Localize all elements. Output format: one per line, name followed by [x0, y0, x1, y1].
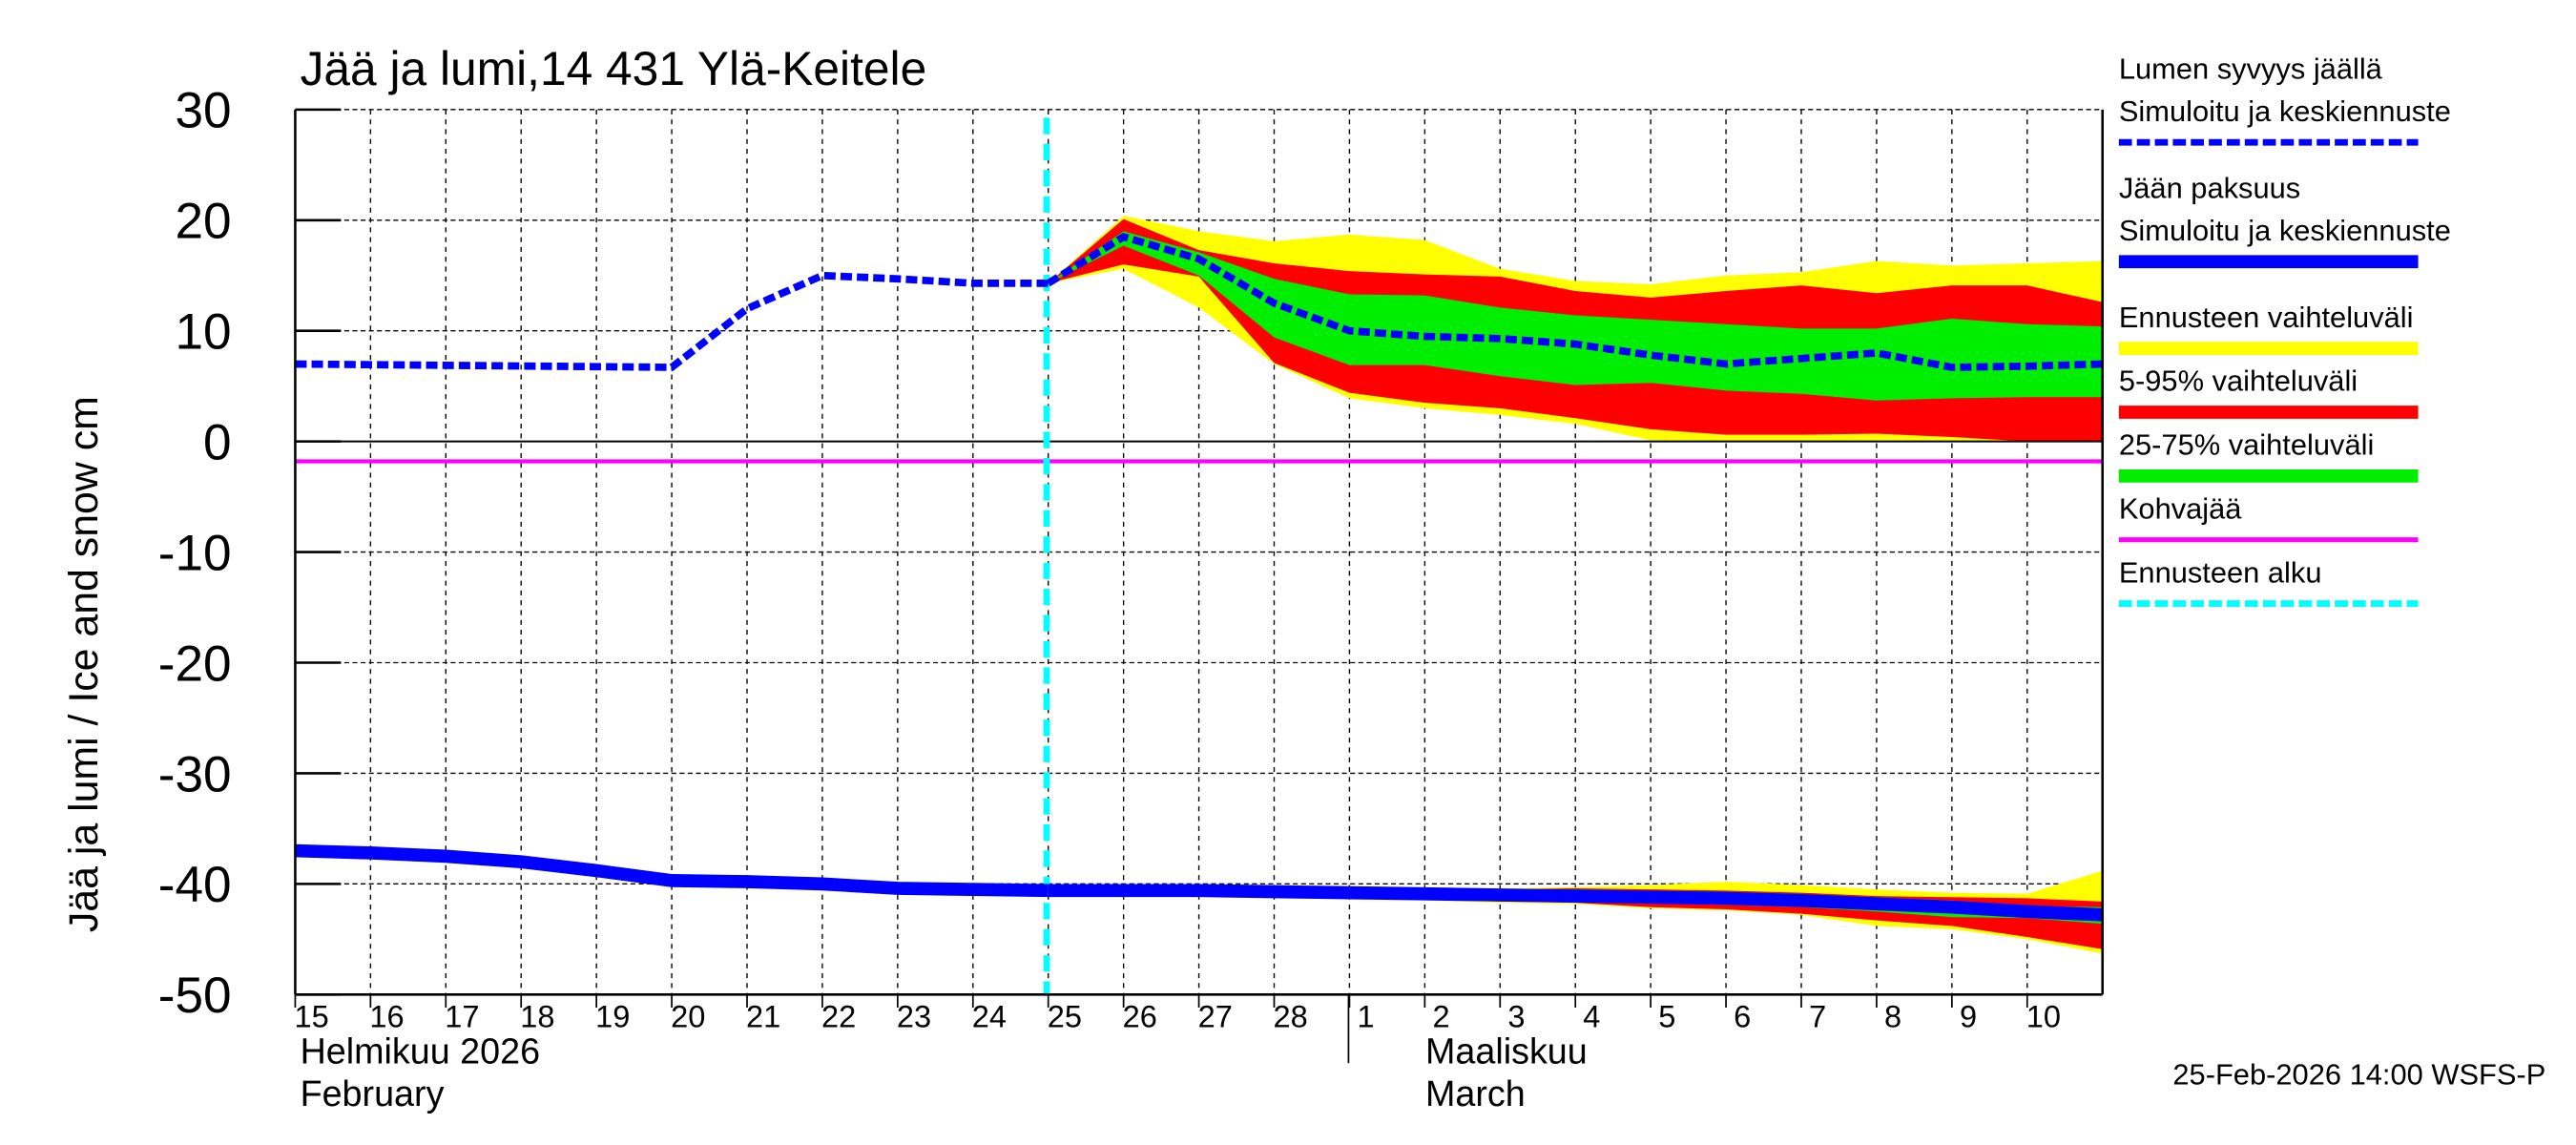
- x-tick-label: 28: [1274, 1000, 1308, 1034]
- legend-label: Simuloitu ja keskiennuste: [2119, 214, 2451, 247]
- legend-label: Ennusteen vaihteluväli: [2119, 301, 2414, 334]
- series-lines: [295, 117, 2104, 995]
- x-tick-label: 19: [595, 1000, 630, 1034]
- snow-history-line: [295, 271, 1049, 371]
- y-tick-label: -50: [158, 968, 232, 1024]
- x-tick-label: 27: [1198, 1000, 1233, 1034]
- month-label-feb-en: February: [301, 1073, 445, 1114]
- legend-label: Ennusteen alku: [2119, 555, 2322, 589]
- y-tick-label: -40: [158, 857, 232, 913]
- x-tick-label: 4: [1583, 1000, 1600, 1034]
- x-tick-label: 22: [821, 1000, 856, 1034]
- x-tick-label: 20: [671, 1000, 705, 1034]
- y-tick-label: 10: [175, 304, 231, 361]
- month-label-feb-fi: Helmikuu 2026: [301, 1030, 540, 1071]
- x-tick-label: 24: [972, 1000, 1007, 1034]
- x-tick-label: 8: [1884, 1000, 1901, 1034]
- legend-label: Kohvajää: [2119, 491, 2242, 525]
- legend-label: Lumen syvyys jäällä: [2119, 52, 2383, 85]
- chart-title: Jää ja lumi,14 431 Ylä-Keitele: [301, 42, 927, 95]
- y-tick-label: -30: [158, 746, 232, 802]
- month-label-mar-en: March: [1425, 1073, 1526, 1114]
- x-tick-label: 6: [1734, 1000, 1751, 1034]
- x-tick-label: 1: [1358, 1000, 1375, 1034]
- y-axis-label: Jää ja lumi / Ice and snow cm: [61, 396, 107, 932]
- y-tick-label: -20: [158, 635, 232, 692]
- x-tick-label: 25: [1048, 1000, 1082, 1034]
- legend-label: Jään paksuus: [2119, 171, 2300, 204]
- x-tick-label: 18: [520, 1000, 554, 1034]
- x-tick-label: 23: [897, 1000, 931, 1034]
- y-tick-label: 30: [175, 83, 231, 139]
- x-tick-label: 10: [2026, 1000, 2061, 1034]
- ice-forecast-mean-line: [1048, 884, 2104, 922]
- x-tick-label: 15: [294, 1000, 328, 1034]
- x-tick-label: 5: [1658, 1000, 1675, 1034]
- y-tick-label: 0: [203, 415, 232, 471]
- x-tick-label: 16: [369, 1000, 404, 1034]
- legend-label: 25-75% vaihteluväli: [2119, 428, 2374, 462]
- month-label-mar-fi: Maaliskuu: [1425, 1030, 1588, 1071]
- x-tick-label: 26: [1123, 1000, 1157, 1034]
- x-tick-label: 21: [746, 1000, 780, 1034]
- footer-timestamp: 25-Feb-2026 14:00 WSFS-P: [2172, 1058, 2545, 1092]
- ice-history-line: [295, 843, 1049, 898]
- x-tick-label: 17: [445, 1000, 479, 1034]
- y-tick-label: 20: [175, 194, 231, 250]
- snow-forecast-mean-line: [1046, 232, 2103, 371]
- x-tick-label: 7: [1809, 1000, 1826, 1034]
- legend-label: Simuloitu ja keskiennuste: [2119, 94, 2451, 128]
- x-tick-label: 3: [1507, 1000, 1525, 1034]
- x-tick-label: 2: [1432, 1000, 1449, 1034]
- legend-label: 5-95% vaihteluväli: [2119, 364, 2358, 398]
- x-tick-label: 9: [1960, 1000, 1977, 1034]
- y-tick-label: -10: [158, 525, 232, 581]
- legend: Lumen syvyys jäällä Simuloitu ja keskienn…: [2118, 52, 2451, 607]
